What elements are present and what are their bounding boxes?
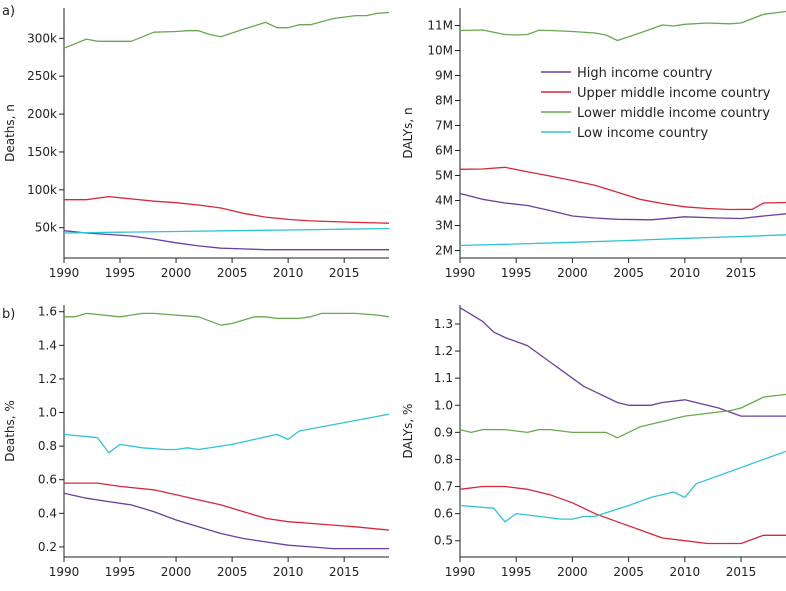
p3-x-tick-label: 1990: [445, 565, 476, 579]
p3-y-tick-label: 1.3: [434, 317, 453, 331]
p2-y-tick-label: 1.0: [38, 406, 57, 420]
legend-label-low-income: Low income country: [577, 126, 709, 141]
p0-series-high-income-country: [63, 230, 389, 251]
p3-series-upper-middle-income-country: [459, 485, 786, 545]
chart-deaths-pct: 0.2 0.4 0.6 0.8 1.0 1.2 1.4 1.6 1990 1995 2000 2005…: [3, 305, 390, 579]
p1-y-tick-label: 6M: [435, 144, 453, 158]
p3-y-tick-label: 0.9: [434, 425, 453, 439]
p2-x-tick-label: 2015: [329, 565, 360, 579]
p3-y-tick-label: 0.7: [434, 480, 453, 494]
chart-deaths-n: 50k 100k 150k 200k 250k 300k 1990 1995 2000 2005 2…: [3, 8, 390, 280]
p1-y-tick-label: 5M: [435, 169, 453, 183]
p2-series-upper-middle-income-country: [64, 482, 390, 531]
p2-y-tick-label: 1.2: [38, 372, 57, 386]
p2-series-lower-middle-income-country: [64, 312, 390, 326]
p0-y-tick-label: 200k: [27, 107, 57, 121]
p1-series-lower-middle-income-country: [459, 10, 786, 42]
p2-y-tick-label: 0.2: [38, 540, 57, 554]
p1-y-tick-label: 10M: [427, 44, 453, 58]
p0-y-axis-label: Deaths, n: [3, 104, 17, 162]
p1-y-tick-label: 2M: [435, 244, 453, 258]
p0-x-tick-label: 2015: [329, 266, 360, 280]
p3-y-tick-label: 0.8: [434, 452, 453, 466]
p1-y-tick-label: 9M: [435, 69, 453, 83]
p1-x-tick-label: 1995: [501, 266, 532, 280]
p1-series-low-income-country: [459, 234, 786, 247]
p3-y-tick-label: 0.6: [434, 507, 453, 521]
legend-label-upper-middle-income: Upper middle income country: [577, 86, 771, 101]
p2-x-tick-label: 1995: [105, 565, 136, 579]
p2-y-tick-label: 0.6: [38, 473, 57, 487]
p1-y-tick-label: 3M: [435, 219, 453, 233]
p1-y-axis-label: DALYs, n: [401, 107, 415, 158]
chart-dalys-n: 2M 3M 4M 5M 6M 7M 8M 9M 10M 11M 1990 1995 2000 2005 20…: [401, 8, 786, 280]
p0-y-tick-label: 300k: [27, 31, 57, 45]
p0-series-upper-middle-income-country: [64, 195, 390, 224]
panel-label-a: a): [2, 4, 15, 19]
p0-y-tick-label: 50k: [35, 221, 57, 235]
p3-series-lower-middle-income-country: [459, 393, 786, 439]
p2-series-high-income-country: [63, 492, 389, 550]
p3-x-tick-label: 2005: [613, 565, 644, 579]
p1-y-tick-label: 8M: [435, 94, 453, 108]
p1-x-tick-label: 1990: [445, 266, 476, 280]
legend: High income country Upper middle income …: [541, 66, 771, 141]
p3-series-high-income-country: [459, 307, 786, 417]
p2-x-tick-label: 1990: [49, 565, 80, 579]
p1-y-tick-label: 11M: [427, 19, 453, 33]
p0-x-tick-label: 2005: [217, 266, 248, 280]
p3-series-low-income-country: [459, 450, 786, 523]
p3-x-tick-label: 2015: [726, 565, 757, 579]
p2-x-tick-label: 2005: [217, 565, 248, 579]
p0-y-tick-label: 150k: [27, 145, 57, 159]
p0-x-tick-label: 2000: [161, 266, 192, 280]
p1-series-upper-middle-income-country: [459, 166, 786, 211]
p3-y-tick-label: 0.5: [434, 534, 453, 548]
p1-y-tick-label: 7M: [435, 119, 453, 133]
p3-x-tick-label: 1995: [501, 565, 532, 579]
p0-series-lower-middle-income-country: [63, 11, 390, 49]
p3-y-tick-label: 1.2: [434, 344, 453, 358]
p2-y-tick-label: 0.4: [38, 506, 57, 520]
p0-x-tick-label: 2010: [273, 266, 304, 280]
p2-y-tick-label: 1.4: [38, 338, 57, 352]
p3-y-tick-label: 1.0: [434, 398, 453, 412]
p1-x-tick-label: 2010: [670, 266, 701, 280]
panel-label-b: b): [2, 307, 15, 322]
p0-x-tick-label: 1995: [105, 266, 136, 280]
chart-dalys-pct: 0.5 0.6 0.7 0.8 0.9 1.0 1.1 1.2 1.3 1990 1995 2000 2…: [401, 305, 786, 579]
p0-series-low-income-country: [63, 227, 390, 234]
legend-label-high-income: High income country: [577, 66, 713, 81]
p0-x-tick-label: 1990: [49, 266, 80, 280]
p3-y-axis-label: DALYs, %: [401, 404, 415, 459]
p2-y-axis-label: Deaths, %: [3, 400, 17, 462]
p2-y-tick-label: 0.8: [38, 439, 57, 453]
p0-y-tick-label: 100k: [27, 183, 57, 197]
legend-label-lower-middle-income: Lower middle income country: [577, 106, 770, 121]
p0-y-tick-label: 250k: [27, 69, 57, 83]
p2-x-tick-label: 2000: [161, 565, 192, 579]
p2-y-tick-label: 1.6: [38, 305, 57, 319]
p1-x-tick-label: 2000: [557, 266, 588, 280]
p3-y-tick-label: 1.1: [434, 371, 453, 385]
p3-x-tick-label: 2000: [557, 565, 588, 579]
p1-y-tick-label: 4M: [435, 194, 453, 208]
p2-series-low-income-country: [63, 413, 390, 454]
p2-x-tick-label: 2010: [273, 565, 304, 579]
p3-x-tick-label: 2010: [670, 565, 701, 579]
p1-series-high-income-country: [459, 192, 786, 221]
p1-x-tick-label: 2015: [726, 266, 757, 280]
p1-x-tick-label: 2005: [613, 266, 644, 280]
